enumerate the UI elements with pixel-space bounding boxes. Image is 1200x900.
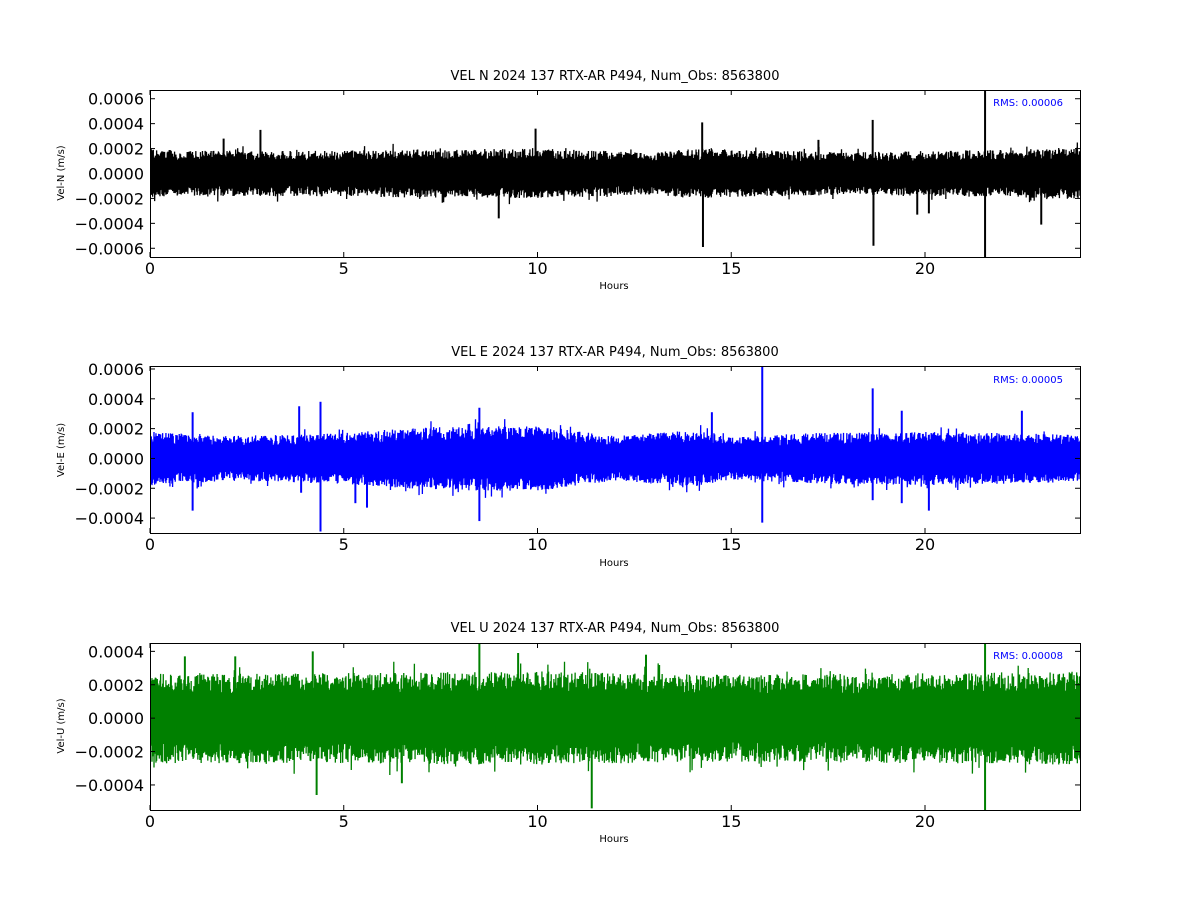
vel-u-rms-label: RMS: 0.00008 — [993, 651, 1063, 662]
vel-u-panel: VEL U 2024 137 RTX-AR P494, Num_Obs: 856… — [56, 621, 1081, 845]
vel-e-series-core — [150, 440, 1080, 477]
vel-e-series-group — [150, 366, 1080, 532]
vel-e-title: VEL E 2024 137 RTX-AR P494, Num_Obs: 856… — [451, 345, 778, 360]
vel-n-y-tick-label: −0.0004 — [75, 214, 144, 233]
vel-u-x-tick-label: 10 — [527, 812, 547, 831]
vel-n-plot-area: 0 5 10 15 20 0.0006 0.0004 0.0002 0.0000 −0.0002 −… — [75, 90, 1081, 278]
vel-n-title: VEL N 2024 137 RTX-AR P494, Num_Obs: 856… — [451, 69, 780, 84]
vel-e-axes-frame — [150, 366, 1081, 534]
vel-n-series-core — [150, 159, 1080, 188]
vel-e-y-tick-label: 0.0006 — [88, 360, 144, 379]
vel-e-x-axis-label: Hours — [599, 558, 628, 569]
vel-e-y-tick-label: −0.0004 — [75, 509, 144, 528]
vel-e-x-tick-label: 10 — [527, 535, 547, 554]
vel-u-y-tick-label: 0.0004 — [88, 642, 144, 661]
vel-n-y-axis-label: Vel-N (m/s) — [56, 145, 67, 200]
vel-n-y-tick-label: −0.0006 — [75, 239, 144, 258]
vel-n-x-tick-label: 10 — [527, 259, 547, 278]
vel-e-x-tick-label: 15 — [721, 535, 741, 554]
vel-u-plot-area: 0 5 10 15 20 0.0004 0.0002 0.0000 −0.0002 −0.0004 — [75, 642, 1081, 831]
vel-n-x-tick-label: 5 — [339, 259, 349, 278]
vel-e-x-tick-label: 20 — [915, 535, 935, 554]
vel-n-y-tick-label: 0.0000 — [88, 165, 144, 184]
vel-e-plot-area: 0 5 10 15 20 0.0006 0.0004 0.0002 0.0000 −0.0002 −… — [75, 360, 1081, 554]
vel-e-x-tick-label: 5 — [339, 535, 349, 554]
vel-e-x-tick-label: 0 — [145, 535, 155, 554]
vel-n-series-group — [150, 90, 1080, 257]
vel-e-y-tick-label: −0.0002 — [75, 479, 144, 498]
vel-n-x-tick-label: 15 — [721, 259, 741, 278]
vel-e-panel: VEL E 2024 137 RTX-AR P494, Num_Obs: 856… — [56, 345, 1081, 569]
vel-u-y-tick-label: 0.0002 — [88, 676, 144, 695]
vel-u-x-axis-label: Hours — [599, 834, 628, 845]
vel-u-x-tick-label: 5 — [339, 812, 349, 831]
vel-n-y-tick-label: 0.0006 — [88, 90, 144, 109]
vel-n-x-axis-label: Hours — [599, 281, 628, 292]
vel-u-axes-frame — [150, 643, 1081, 811]
vel-n-x-tick-label: 20 — [915, 259, 935, 278]
vel-e-y-tick-label: 0.0002 — [88, 420, 144, 439]
vel-e-y-tick-label: 0.0000 — [88, 449, 144, 468]
vel-n-y-tick-label: −0.0002 — [75, 189, 144, 208]
vel-n-rms-label: RMS: 0.00006 — [993, 98, 1063, 109]
vel-u-series-group — [150, 643, 1080, 810]
vel-u-x-tick-label: 15 — [721, 812, 741, 831]
vel-e-y-tick-label: 0.0004 — [88, 390, 144, 409]
vel-u-series-core — [150, 692, 1080, 744]
vel-n-y-tick-label: 0.0002 — [88, 140, 144, 159]
vel-e-y-axis-label: Vel-E (m/s) — [56, 423, 67, 477]
vel-n-x-tick-label: 0 — [145, 259, 155, 278]
vel-e-rms-label: RMS: 0.00005 — [993, 375, 1063, 386]
vel-u-x-tick-label: 0 — [145, 812, 155, 831]
vel-u-y-axis-label: Vel-U (m/s) — [56, 698, 67, 753]
vel-n-panel: VEL N 2024 137 RTX-AR P494, Num_Obs: 856… — [56, 69, 1081, 292]
vel-u-y-tick-label: −0.0004 — [75, 776, 144, 795]
vel-u-y-tick-label: 0.0000 — [88, 709, 144, 728]
vel-u-title: VEL U 2024 137 RTX-AR P494, Num_Obs: 856… — [451, 621, 780, 636]
vel-u-x-tick-label: 20 — [915, 812, 935, 831]
vel-u-y-tick-label: −0.0002 — [75, 743, 144, 762]
vel-n-y-tick-label: 0.0004 — [88, 115, 144, 134]
